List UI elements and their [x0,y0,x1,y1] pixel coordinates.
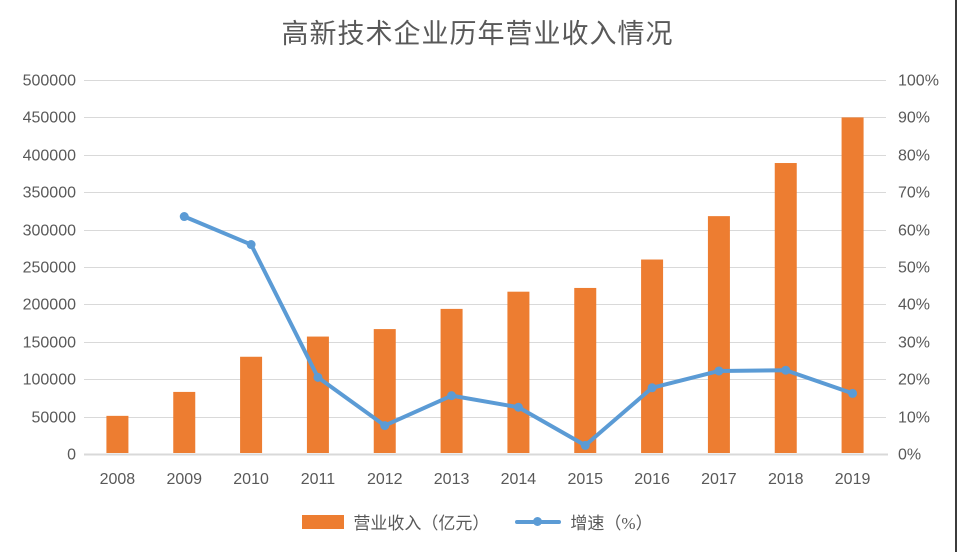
right-axis-tick-label: 70% [898,185,930,202]
right-axis-tick-label: 80% [898,148,930,165]
chart-title: 高新技术企业历年营业收入情况 [281,19,674,49]
x-axis-tick-label: 2017 [701,471,737,488]
right-axis-tick-label: 30% [898,335,930,352]
x-axis-tick-label: 2016 [634,471,670,488]
legend-label-growth: 增速（%） [570,514,653,533]
growth-line-swatch-icon [515,517,562,526]
right-axis-tick-label: 60% [898,223,930,240]
x-axis-tick-label: 2013 [434,471,470,488]
growth-line-marker [447,391,457,401]
left-axis-tick-label: 0 [67,447,76,464]
growth-line-marker [848,388,858,398]
revenue-bar [841,117,864,454]
left-axis-tick-label: 350000 [23,185,76,202]
legend-label-revenue: 营业收入（亿元） [353,514,490,533]
revenue-bar [106,415,129,453]
right-axis-tick-label: 50% [898,260,930,277]
revenue-bar-swatch-icon [302,514,345,529]
left-axis-tick-label: 50000 [32,410,77,427]
growth-line-marker [781,365,791,375]
revenue-bar [507,291,530,453]
legend-item-revenue: 营业收入（亿元） [302,509,489,534]
growth-line-marker [380,421,390,431]
revenue-bar [707,216,730,453]
left-axis-tick-label: 200000 [23,297,76,314]
right-axis-tick-label: 20% [898,372,930,389]
left-axis-tick-label: 300000 [23,223,76,240]
x-axis-tick-label: 2011 [301,471,336,488]
growth-line-swatch-dot [533,517,543,526]
chart-legend: 营业收入（亿元） 增速（%） [0,509,955,534]
revenue-bar [641,259,664,453]
left-axis-tick-label: 250000 [23,260,76,277]
right-axis-tick-label: 100% [898,73,939,90]
x-axis-tick-label: 2009 [166,471,202,488]
revenue-bar [373,329,396,453]
left-axis-tick-label: 500000 [23,73,76,90]
growth-line-marker [714,366,724,376]
revenue-bar [440,308,463,453]
x-axis-tick-label: 2012 [367,471,403,488]
growth-line-marker [580,440,590,450]
x-axis-tick-label: 2014 [501,471,537,488]
left-axis-tick-label: 400000 [23,148,76,165]
x-axis-tick-label: 2015 [567,471,603,488]
growth-line-marker [647,383,657,393]
x-axis-tick-label: 2018 [768,471,804,488]
growth-line-marker [513,402,523,412]
right-axis-tick-label: 40% [898,297,930,314]
right-axis-tick-label: 10% [898,410,930,427]
right-axis-tick-label: 0% [898,447,921,464]
x-axis-tick-label: 2008 [100,471,136,488]
left-axis-tick-label: 450000 [23,110,76,127]
growth-line-marker [179,212,189,222]
revenue-bar [240,356,263,453]
growth-line-marker [246,240,256,250]
x-axis-tick-label: 2019 [835,471,871,488]
right-axis-tick-label: 90% [898,110,930,127]
revenue-bar [574,287,597,453]
left-axis-tick-label: 100000 [23,372,76,389]
legend-item-growth: 增速（%） [515,509,653,534]
left-axis-tick-label: 150000 [23,335,76,352]
revenue-bar [173,391,196,453]
revenue-bar [774,163,797,453]
x-axis-tick-label: 2010 [233,471,269,488]
revenue-bar [306,336,329,453]
growth-line-marker [313,372,323,382]
